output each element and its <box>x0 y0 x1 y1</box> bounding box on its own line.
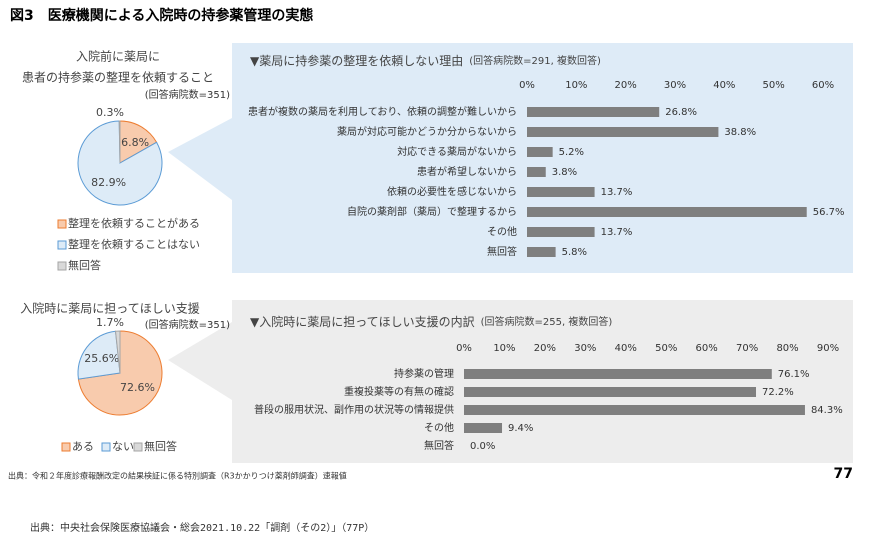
x-tick-label: 70% <box>736 343 758 354</box>
title-text: ▼薬局に持参薬の整理を依頼しない理由 <box>250 53 463 68</box>
data-label: 0.3% <box>96 106 124 119</box>
callout <box>168 322 232 400</box>
subtitle-text: (回答病院数=255, 複数回答) <box>481 315 613 328</box>
pie-slice <box>77 330 121 380</box>
x-tick-label: 0% <box>456 343 472 354</box>
bar <box>464 405 805 415</box>
legend-label: ある <box>72 440 94 453</box>
x-tick-label: 80% <box>776 343 798 354</box>
legend-label: 無回答 <box>144 439 177 453</box>
category-label: 依頼の必要性を感じないから <box>387 185 517 198</box>
bar <box>527 127 719 137</box>
data-label: 13.7% <box>601 187 633 198</box>
category-label: 重複投薬等の有無の確認 <box>344 385 454 398</box>
page-number: 77 <box>834 466 853 482</box>
legend-label: 整理を依頼することはない <box>68 237 200 251</box>
legend-swatch <box>61 442 71 452</box>
pie-slice <box>77 120 163 206</box>
category-label: 患者が希望しないから <box>417 165 517 178</box>
x-tick-label: 60% <box>812 80 834 91</box>
category-label: その他 <box>487 225 517 238</box>
category-label: 普段の服用状況、副作用の状況等の情報提供 <box>254 403 454 416</box>
bar <box>527 207 807 217</box>
data-label: 72.6% <box>120 381 155 394</box>
data-label: 38.8% <box>724 127 756 138</box>
data-label: 82.9% <box>91 176 126 189</box>
data-label: 3.8% <box>552 167 577 178</box>
data-label: 84.3% <box>811 405 843 416</box>
category-label: 持参薬の管理 <box>394 367 454 380</box>
pie-title: 入院前に薬局に <box>76 49 160 64</box>
legend-label: 整理を依頼することがある <box>68 216 200 230</box>
page-title: 図3 医療機関による入院時の持参薬管理の実態 <box>10 7 313 24</box>
x-tick-label: 10% <box>493 343 515 354</box>
data-label: 5.2% <box>559 147 584 158</box>
title-text: ▼入院時に薬局に担ってほしい支援の内訳 <box>250 314 475 329</box>
data-label: 1.7% <box>96 316 124 329</box>
category-label: 自院の薬剤部（薬局）で整理するから <box>347 205 517 218</box>
subtitle-text: (回答病院数=291, 複数回答) <box>469 54 601 67</box>
x-tick-label: 60% <box>696 343 718 354</box>
category-label: 無回答 <box>424 439 454 452</box>
pie-subtitle: (回答病院数=351) <box>145 318 230 331</box>
legend-label: 無回答 <box>68 258 101 272</box>
data-label: 5.8% <box>562 247 587 258</box>
data-label: 56.7% <box>813 207 845 218</box>
legend-swatch <box>133 442 143 452</box>
source: 出典：中央社会保険医療協議会・総会2021.10.22「調剤（その2）」（77P… <box>30 521 374 534</box>
pie-title: 入院時に薬局に担ってほしい支援 <box>20 302 199 316</box>
bar <box>527 227 595 237</box>
category-label: その他 <box>424 421 454 434</box>
bar <box>527 187 595 197</box>
chart-title: ▼薬局に持参薬の整理を依頼しない理由 (回答病院数=291, 複数回答) <box>250 53 601 68</box>
data-label: 9.4% <box>508 423 533 434</box>
category-label: 無回答 <box>487 245 517 258</box>
x-tick-label: 30% <box>574 343 596 354</box>
panel <box>232 300 853 463</box>
chart-title: ▼入院時に薬局に担ってほしい支援の内訳 (回答病院数=255, 複数回答) <box>250 314 612 329</box>
data-label: 13.7% <box>601 227 633 238</box>
bar <box>527 147 553 157</box>
data-label: 0.0% <box>470 441 495 452</box>
callout <box>168 118 232 200</box>
bar <box>527 247 556 257</box>
pie-title: 患者の持参薬の整理を依頼すること <box>22 70 214 85</box>
x-tick-label: 20% <box>615 80 637 91</box>
x-tick-label: 40% <box>713 80 735 91</box>
legend-label: ない <box>112 440 134 453</box>
x-tick-label: 50% <box>655 343 677 354</box>
bar <box>464 423 503 433</box>
x-tick-label: 10% <box>565 80 587 91</box>
footnote: 出典：令和２年度診療報酬改定の結果検証に係る特別調査（R3かかりつけ薬剤師調査）… <box>8 471 347 481</box>
legend-swatch <box>57 240 67 250</box>
data-label: 26.8% <box>665 107 697 118</box>
pie-slice <box>114 330 121 374</box>
bar <box>464 369 772 379</box>
data-label: 25.6% <box>84 352 119 365</box>
data-label: 72.2% <box>762 387 794 398</box>
data-label: 76.1% <box>778 369 810 380</box>
legend-swatch <box>57 219 67 229</box>
pie-slice <box>118 120 121 164</box>
category-label: 患者が複数の薬局を利用しており、依頼の調整が難しいから <box>248 105 517 118</box>
legend-swatch <box>101 442 111 452</box>
pie-subtitle: (回答病院数=351) <box>145 88 230 101</box>
bar <box>527 167 546 177</box>
panel <box>232 43 853 273</box>
legend-swatch <box>57 261 67 271</box>
x-tick-label: 0% <box>519 80 535 91</box>
data-label: 16.8% <box>114 136 149 149</box>
x-tick-label: 30% <box>664 80 686 91</box>
category-label: 対応できる薬局がないから <box>397 145 517 158</box>
bar <box>527 107 660 117</box>
pie-slice <box>119 120 158 164</box>
x-tick-label: 50% <box>763 80 785 91</box>
category-label: 薬局が対応可能かどうか分からないから <box>337 125 517 138</box>
x-tick-label: 90% <box>817 343 839 354</box>
x-tick-label: 20% <box>534 343 556 354</box>
x-tick-label: 40% <box>615 343 637 354</box>
bar <box>464 387 757 397</box>
